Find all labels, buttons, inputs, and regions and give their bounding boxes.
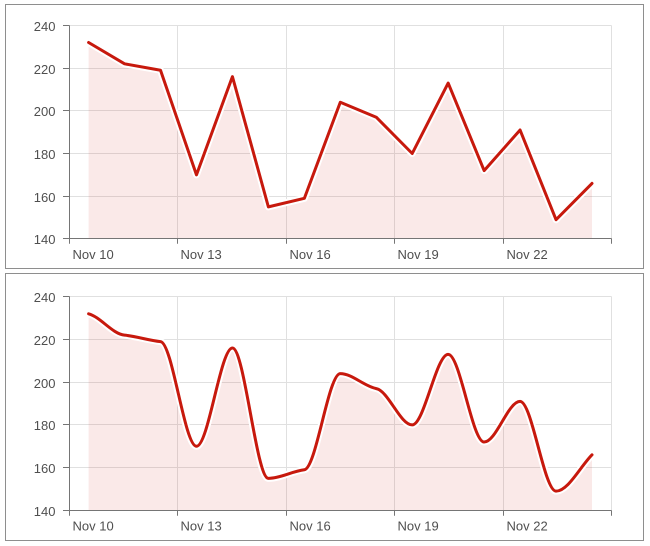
svg-text:Nov 22: Nov 22 [507,247,548,262]
svg-text:220: 220 [34,62,56,77]
svg-text:Nov 10: Nov 10 [73,247,114,262]
svg-text:Nov 16: Nov 16 [290,518,331,533]
svg-text:200: 200 [34,376,56,391]
svg-text:240: 240 [34,290,56,305]
svg-text:Nov 13: Nov 13 [181,247,222,262]
svg-text:140: 140 [34,504,56,519]
svg-text:Nov 19: Nov 19 [398,518,439,533]
svg-text:Nov 10: Nov 10 [73,518,114,533]
svg-text:160: 160 [34,461,56,476]
svg-text:Nov 13: Nov 13 [181,518,222,533]
svg-text:200: 200 [34,104,56,119]
svg-text:Nov 22: Nov 22 [507,518,548,533]
svg-text:160: 160 [34,190,56,205]
svg-text:Nov 19: Nov 19 [398,247,439,262]
svg-text:240: 240 [34,19,56,34]
svg-text:Nov 16: Nov 16 [290,247,331,262]
svg-text:140: 140 [34,232,56,247]
svg-text:220: 220 [34,333,56,348]
svg-text:180: 180 [34,418,56,433]
svg-text:180: 180 [34,147,56,162]
